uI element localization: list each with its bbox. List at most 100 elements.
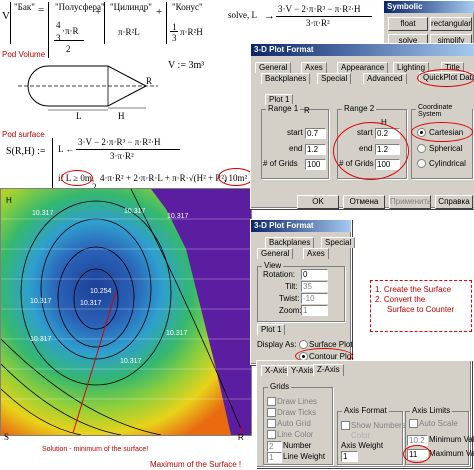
polusfera-pi: ·π·R <box>62 26 79 36</box>
konus-den: 3 <box>172 33 177 43</box>
tab-general[interactable]: General <box>257 248 294 259</box>
surface-plot-radio[interactable] <box>299 340 308 349</box>
max-value-label: Maximum Value <box>429 449 474 458</box>
l-dim-label: L <box>76 111 82 121</box>
range1-var: R <box>304 106 310 115</box>
contour-label: 10.317 <box>120 358 142 365</box>
solve-arrow: → <box>264 10 275 22</box>
tab-axes[interactable]: Axes <box>301 62 327 73</box>
range1-grids-input[interactable]: 100 <box>305 159 326 170</box>
float-button[interactable]: float <box>388 17 428 31</box>
instruction-1: 1. Create the Surface <box>375 285 452 294</box>
polusfera-half: 2 <box>66 44 71 54</box>
dialog2-title: 3-D Plot Format <box>251 220 351 232</box>
axis-limits-group: Axis Limits <box>405 406 469 465</box>
ok-button[interactable]: OK <box>297 195 339 209</box>
draw-ticks-label: Draw Ticks <box>277 408 317 417</box>
tab-backplanes[interactable]: Backplanes <box>265 237 315 248</box>
cylindrical-radio[interactable] <box>417 159 426 168</box>
cartesian-highlight <box>411 122 473 142</box>
number-input[interactable]: 2 <box>267 441 282 452</box>
max-value-highlight <box>403 445 431 463</box>
tilt-input[interactable]: 35 <box>301 281 328 292</box>
maximum-annotation: Maximum of the Surface ! <box>150 460 242 469</box>
polusfera-num: 4 <box>56 20 61 30</box>
contour-label: 10.317 <box>166 330 188 337</box>
cylindrical-label: Cylindrical <box>429 159 466 168</box>
contour-plot[interactable] <box>0 188 251 452</box>
auto-scale-label: Auto Scale <box>419 419 458 428</box>
line-color-checkbox[interactable] <box>267 430 276 439</box>
zoom-input[interactable]: 1 <box>301 305 328 316</box>
range1-start-label: start <box>287 128 303 137</box>
range2-var: H <box>381 118 387 127</box>
line-weight-label: Line Weight <box>283 452 326 461</box>
hidden-color-label: Color <box>351 431 371 440</box>
show-numbers-checkbox[interactable] <box>341 421 350 430</box>
axis-format-title: Axis Format <box>342 406 389 415</box>
range1-end-input[interactable]: 1.2 <box>305 144 326 155</box>
plot-format-dialog: 3-D Plot Format General Axes Appearance … <box>250 43 474 209</box>
view-group: View <box>257 261 345 322</box>
display-as-label: Display As: <box>257 340 297 349</box>
twist-input[interactable]: -10 <box>301 293 328 304</box>
contour-label: 10.317 <box>167 213 189 220</box>
fraction-bar <box>276 16 372 17</box>
axis-format-group: Axis Format <box>337 406 403 465</box>
auto-grid-checkbox[interactable] <box>267 419 276 428</box>
tab-appearance[interactable]: Appearance <box>337 62 389 73</box>
matrix-bracket <box>48 2 49 58</box>
line-weight-input[interactable]: 1 <box>267 452 282 463</box>
cancel-button[interactable]: Отмена <box>343 195 385 209</box>
tab-plot1[interactable]: Plot 1 <box>257 324 286 335</box>
tab-axes[interactable]: Axes <box>303 248 329 259</box>
tab-backplanes[interactable]: Backplanes <box>261 73 311 84</box>
instruction-3: Surface to Counter <box>387 305 455 314</box>
auto-grid-label: Auto Grid <box>277 419 311 428</box>
contour-plot-frame[interactable] <box>0 188 252 452</box>
rectangular-button[interactable]: rectangular <box>430 17 472 31</box>
tab-advanced[interactable]: Advanced <box>363 73 407 84</box>
help-button[interactable]: Справка <box>435 195 473 209</box>
zoom-label: Zoom: <box>279 306 302 315</box>
range1-grids-label: # of Grids <box>263 159 298 168</box>
konus-expr: π·R²H <box>180 27 203 37</box>
axis-weight-input[interactable]: 1 <box>341 451 358 462</box>
tab-general[interactable]: General <box>255 62 292 73</box>
konus-frac: 1 <box>172 22 177 32</box>
s-label: S <box>4 432 10 442</box>
l-den: 3·π·R² <box>110 151 134 161</box>
surface-lhs: S(R,H) := <box>6 146 46 157</box>
tab-plot1[interactable]: Plot 1 <box>265 94 294 105</box>
plus-sign: + <box>156 6 163 18</box>
tab-z-axis[interactable]: Z-Axis <box>313 364 344 376</box>
volume-definition: V := 3m³ <box>168 60 205 71</box>
polusfera-label: "Полусфера" <box>55 2 105 12</box>
plus-sign: + <box>95 6 102 18</box>
auto-scale-checkbox[interactable] <box>409 419 418 428</box>
tab-special[interactable]: Special <box>321 237 356 248</box>
draw-ticks-checkbox[interactable] <box>267 408 276 417</box>
y-axis-label: H <box>6 196 12 205</box>
grids-title: Grids <box>268 382 292 391</box>
range1-title: Range 1 <box>266 104 301 113</box>
contour-label: 10.317 <box>80 300 102 307</box>
rotation-input[interactable]: 0 <box>301 269 328 280</box>
range1-start-input[interactable]: 0.7 <box>305 128 326 139</box>
twist-label: Twist: <box>279 294 300 303</box>
surface-plot-label: Surface Plot <box>309 340 353 349</box>
equals-sign: = <box>38 4 45 16</box>
contour-label: 10.317 <box>30 298 52 305</box>
tank-drawing <box>18 65 158 111</box>
value-highlight <box>218 168 254 186</box>
apply-button[interactable]: Применить <box>389 195 431 209</box>
tab-lighting[interactable]: Lighting <box>393 62 430 73</box>
symbolic-title: Symbolic <box>384 1 474 13</box>
coordinate-group: Coordinate System <box>411 104 473 179</box>
draw-lines-checkbox[interactable] <box>267 397 276 406</box>
range1-end-label: end <box>289 144 303 153</box>
tab-title[interactable]: Title <box>441 62 464 73</box>
spherical-radio[interactable] <box>417 144 426 153</box>
tab-special[interactable]: Special <box>317 73 352 84</box>
